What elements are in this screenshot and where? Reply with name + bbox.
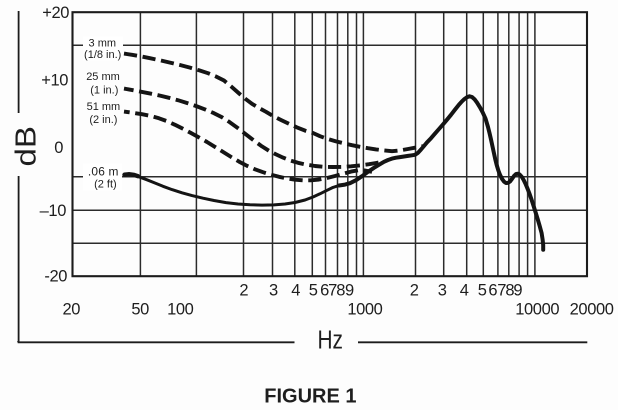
svg-text:5: 5 (478, 281, 487, 299)
svg-text:–10: –10 (40, 202, 67, 220)
svg-text:4: 4 (460, 281, 469, 299)
svg-text:8: 8 (336, 281, 345, 299)
svg-text:.06 m: .06 m (88, 164, 119, 178)
svg-text:+20: +20 (42, 4, 69, 22)
svg-text:2: 2 (410, 281, 419, 299)
svg-text:9: 9 (345, 281, 354, 299)
svg-text:6: 6 (488, 281, 497, 299)
svg-text:20000: 20000 (570, 300, 614, 318)
svg-text:FIGURE 1: FIGURE 1 (264, 386, 356, 408)
svg-text:51 mm: 51 mm (87, 101, 121, 113)
svg-text:dB: dB (11, 126, 43, 167)
svg-text:-20: -20 (44, 268, 67, 286)
svg-text:8: 8 (505, 281, 514, 299)
svg-text:+10: +10 (41, 72, 68, 90)
svg-text:7: 7 (497, 281, 506, 299)
svg-text:(1/8 in.): (1/8 in.) (84, 49, 121, 61)
svg-text:6: 6 (320, 281, 329, 299)
svg-text:20: 20 (63, 300, 81, 318)
svg-text:25 mm: 25 mm (86, 71, 120, 83)
svg-text:9: 9 (513, 281, 522, 299)
svg-text:4: 4 (291, 281, 300, 299)
svg-text:7: 7 (328, 281, 337, 299)
svg-text:0: 0 (54, 139, 63, 157)
svg-text:(2 ft): (2 ft) (94, 179, 117, 191)
svg-text:3: 3 (438, 281, 447, 299)
svg-text:(2 in.): (2 in.) (89, 114, 117, 126)
svg-text:3 mm: 3 mm (89, 38, 117, 50)
svg-text:(1 in.): (1 in.) (90, 84, 118, 96)
svg-text:3: 3 (269, 281, 278, 299)
svg-text:100: 100 (167, 300, 194, 318)
svg-text:1000: 1000 (347, 300, 382, 318)
svg-text:50: 50 (131, 300, 149, 318)
svg-text:2: 2 (239, 281, 248, 299)
svg-text:5: 5 (309, 281, 318, 299)
svg-text:10000: 10000 (515, 300, 559, 318)
svg-text:Hz: Hz (317, 326, 343, 354)
